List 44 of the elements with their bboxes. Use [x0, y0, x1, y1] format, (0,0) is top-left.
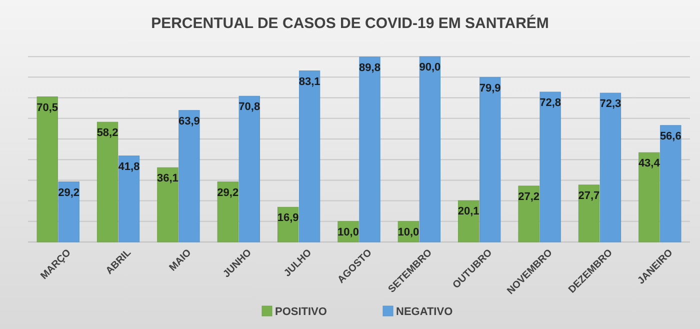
data-label: 83,1 — [298, 76, 320, 88]
data-label: 29,2 — [58, 186, 80, 199]
data-label: 10,0 — [398, 226, 420, 238]
data-label: 27,2 — [518, 190, 540, 203]
data-label: 43,4 — [638, 158, 661, 170]
data-label: 79,9 — [479, 82, 501, 94]
data-label: 72,8 — [540, 97, 562, 110]
data-label: 70,8 — [238, 101, 260, 114]
data-label: 27,7 — [578, 190, 600, 202]
bar — [480, 77, 501, 242]
bar — [660, 125, 682, 242]
bar — [458, 200, 480, 242]
data-label: 70,5 — [36, 102, 58, 114]
bar — [96, 122, 118, 242]
data-label: 89,8 — [359, 62, 380, 74]
bar — [238, 96, 260, 242]
bar — [217, 182, 238, 242]
bar — [419, 56, 440, 242]
data-label: 56,6 — [660, 130, 682, 142]
bar — [518, 186, 540, 242]
data-label: 10,0 — [338, 226, 359, 238]
data-label: 90,0 — [419, 62, 441, 74]
data-label: 20,1 — [458, 206, 480, 218]
data-label: 29,2 — [217, 186, 239, 199]
bar — [157, 167, 178, 242]
chart-title: PERCENTUAL DE CASOS DE COVID-19 EM SANTARÉM — [151, 14, 549, 32]
bar — [600, 92, 622, 242]
data-label: 63,9 — [178, 115, 200, 128]
bar — [540, 92, 561, 242]
data-label: 36,1 — [156, 172, 178, 185]
data-label: 58,2 — [96, 127, 118, 140]
bar — [359, 56, 380, 242]
bar — [118, 156, 140, 242]
data-label: 72,3 — [600, 98, 622, 110]
legend-label: POSITIVO — [275, 306, 328, 318]
bar — [299, 70, 320, 242]
legend-label: NEGATIVO — [396, 306, 454, 318]
bar — [36, 96, 58, 242]
bar — [638, 152, 660, 242]
bar — [58, 182, 80, 242]
data-label: 41,8 — [118, 160, 140, 173]
bar — [578, 184, 600, 242]
bar — [178, 110, 200, 242]
data-label: 16,9 — [277, 212, 299, 224]
